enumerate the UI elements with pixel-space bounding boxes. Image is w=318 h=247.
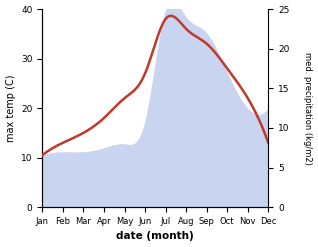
Y-axis label: max temp (C): max temp (C) [5, 74, 16, 142]
Y-axis label: med. precipitation (kg/m2): med. precipitation (kg/m2) [303, 52, 313, 165]
X-axis label: date (month): date (month) [116, 231, 194, 242]
